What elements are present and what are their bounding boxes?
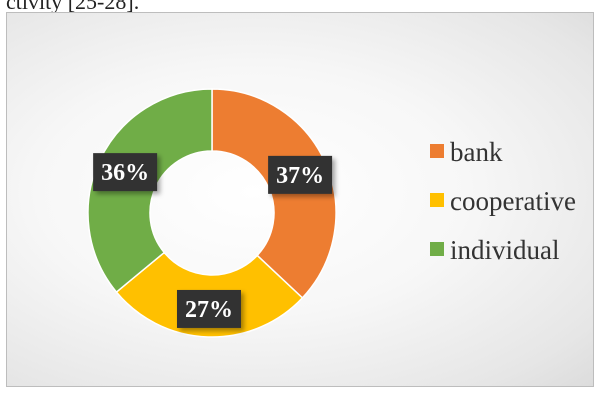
legend-swatch (430, 193, 444, 207)
data-label-text: 27% (185, 297, 233, 323)
legend-item-bank: bank (430, 137, 503, 167)
data-label-text: 37% (276, 163, 324, 189)
data-label-text: 36% (101, 160, 149, 186)
legend-label: individual (450, 235, 560, 265)
data-label-cooperative: 27% (176, 289, 241, 328)
data-label-individual: 36% (93, 153, 158, 192)
data-label-box (93, 153, 158, 192)
legend-item-individual: individual (430, 235, 560, 265)
data-label-box (176, 289, 241, 328)
data-labels: 37% 27% 36% (93, 153, 333, 328)
legend-item-cooperative: cooperative (430, 186, 576, 216)
data-label-bank: 37% (268, 155, 333, 194)
data-label-box (268, 155, 333, 194)
legend-label: cooperative (450, 186, 576, 216)
legend-swatch (430, 144, 444, 158)
legend-label: bank (450, 137, 503, 167)
paragraph-text-fragment: ctivity [25-28]. (6, 0, 140, 14)
legend-swatch (430, 242, 444, 256)
legend: bank cooperative individual (430, 137, 576, 265)
